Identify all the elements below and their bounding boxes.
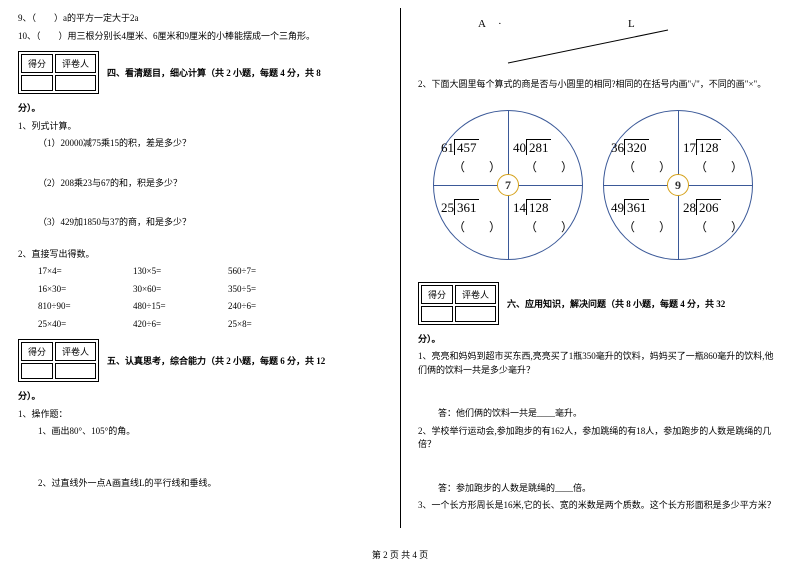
- s6-q1: 1、亮亮和妈妈到超市买东西,亮亮买了1瓶350毫升的饮料，妈妈买了一瓶860毫升…: [418, 350, 782, 377]
- div-expr: 17128: [683, 140, 721, 156]
- page-footer: 第 2 页 共 4 页: [0, 548, 800, 561]
- grader-cell: [455, 306, 496, 322]
- right-q2: 2、下面大圆里每个算式的商是否与小圆里的相同?相同的在括号内画"√"，不同的画"…: [418, 78, 782, 92]
- calc-cell: 30×60=: [133, 283, 228, 297]
- section-4-fen: 分）。: [18, 102, 382, 116]
- calc-cell: 350÷5=: [228, 283, 323, 297]
- paren: （ ）: [695, 218, 743, 235]
- calc-cell: 420÷6=: [133, 318, 228, 332]
- div-expr: 14128: [513, 200, 551, 216]
- calc-grid: 17×4=130×5=560÷7= 16×30=30×60=350÷5= 810…: [38, 265, 382, 331]
- calc-cell: 25×8=: [228, 318, 323, 332]
- s6-q2-ans: 答：参加跑步的人数是跳绳的____倍。: [438, 482, 782, 496]
- question-9: 9、（ ）a的平方一定大于2a: [18, 12, 382, 26]
- div-expr: 40281: [513, 140, 551, 156]
- question-10: 10、（ ）用三根分别长4厘米、6厘米和9厘米的小棒能摆成一个三角形。: [18, 30, 382, 44]
- calc-cell: 480÷15=: [133, 300, 228, 314]
- line-svg: [448, 18, 728, 68]
- left-column: 9、（ ）a的平方一定大于2a 10、（ ）用三根分别长4厘米、6厘米和9厘米的…: [0, 0, 400, 545]
- score-cell: [21, 75, 53, 91]
- s4-item-2: 2、直接写出得数。: [18, 248, 382, 262]
- calc-cell: 810÷90=: [38, 300, 133, 314]
- calc-cell: 240÷6=: [228, 300, 323, 314]
- s6-q1-ans: 答：他们俩的饮料一共是____毫升。: [438, 407, 782, 421]
- section-5-header: 得分评卷人 五、认真思考，综合能力（共 2 小题，每题 6 分，共 12: [18, 339, 382, 382]
- score-cell: [421, 306, 453, 322]
- score-label: 得分: [21, 54, 53, 73]
- div-expr: 49361: [611, 200, 649, 216]
- s6-q2: 2、学校举行运动会,参加跑步的有162人，参加跳绳的有18人，参加跑步的人数是跳…: [418, 425, 782, 452]
- section-6-header: 得分评卷人 六、应用知识，解决问题（共 8 小题，每题 4 分，共 32: [418, 282, 782, 325]
- grader-cell: [55, 75, 96, 91]
- paren: （ ）: [623, 218, 671, 235]
- section-6-title: 六、应用知识，解决问题（共 8 小题，每题 4 分，共 32: [507, 297, 725, 310]
- calc-cell: 16×30=: [38, 283, 133, 297]
- paren: （ ）: [453, 158, 501, 175]
- grader-label: 评卷人: [55, 342, 96, 361]
- grader-label: 评卷人: [55, 54, 96, 73]
- small-circle-right: 9: [667, 174, 689, 196]
- paren: （ ）: [695, 158, 743, 175]
- score-label: 得分: [421, 285, 453, 304]
- grader-label: 评卷人: [455, 285, 496, 304]
- s5-1-2: 2、过直线外一点A画直线L的平行线和垂线。: [38, 477, 382, 491]
- calc-cell: 130×5=: [133, 265, 228, 279]
- circles-diagram: 7 9 61457 （ ） 40281 （ ） 25361 （ ） 14128 …: [418, 102, 782, 272]
- s5-item-1: 1、操作题：: [18, 408, 382, 422]
- calc-cell: 25×40=: [38, 318, 133, 332]
- score-box: 得分评卷人: [18, 339, 99, 382]
- div-expr: 25361: [441, 200, 479, 216]
- section-6-fen: 分）。: [418, 333, 782, 347]
- section-4-title: 四、看清题目，细心计算（共 2 小题，每题 4 分，共 8: [107, 66, 321, 79]
- score-box: 得分评卷人: [18, 51, 99, 94]
- small-circle-left: 7: [497, 174, 519, 196]
- score-label: 得分: [21, 342, 53, 361]
- section-5-title: 五、认真思考，综合能力（共 2 小题，每题 6 分，共 12: [107, 354, 325, 367]
- paren: （ ）: [453, 218, 501, 235]
- s4-item-1: 1、列式计算。: [18, 120, 382, 134]
- div-expr: 36320: [611, 140, 649, 156]
- calc-cell: 560÷7=: [228, 265, 323, 279]
- paren: （ ）: [525, 218, 573, 235]
- paren: （ ）: [525, 158, 573, 175]
- point-line-diagram: A · L: [448, 18, 752, 68]
- right-column: A · L 2、下面大圆里每个算式的商是否与小圆里的相同?相同的在括号内画"√"…: [400, 0, 800, 545]
- s5-1-1: 1、画出80°、105°的角。: [38, 425, 382, 439]
- grader-cell: [55, 363, 96, 379]
- s4-1-1: （1）20000减75乘15的积，差是多少？: [38, 137, 382, 151]
- div-expr: 61457: [441, 140, 479, 156]
- calc-cell: 17×4=: [38, 265, 133, 279]
- score-box: 得分评卷人: [418, 282, 499, 325]
- section-4-header: 得分评卷人 四、看清题目，细心计算（共 2 小题，每题 4 分，共 8: [18, 51, 382, 94]
- div-expr: 28206: [683, 200, 721, 216]
- s6-q3: 3、一个长方形周长是16米,它的长、宽的米数是两个质数。这个长方形面积是多少平方…: [418, 499, 782, 513]
- s4-1-2: （2）208乘23与67的和，积是多少？: [38, 177, 382, 191]
- section-5-fen: 分）。: [18, 390, 382, 404]
- s4-1-3: （3）429加1850与37的商，和是多少？: [38, 216, 382, 230]
- paren: （ ）: [623, 158, 671, 175]
- score-cell: [21, 363, 53, 379]
